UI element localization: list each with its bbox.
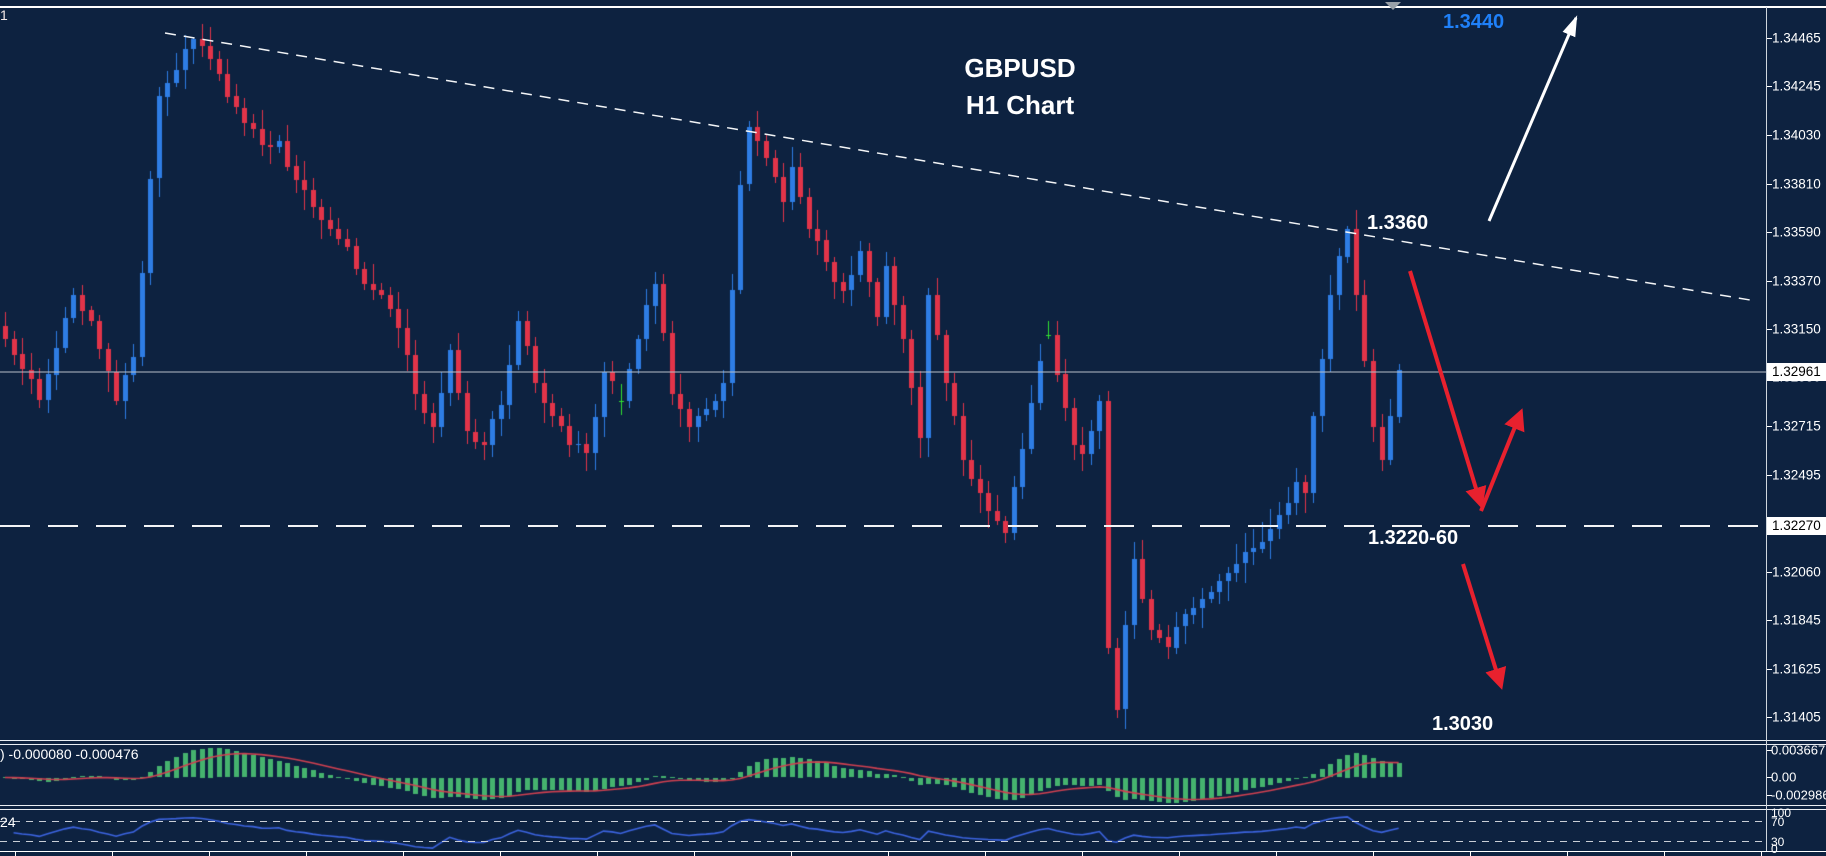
time-axis-tick <box>306 852 307 856</box>
macd-axis-tick <box>1766 777 1772 778</box>
price-axis-label: 1.34465 <box>1772 30 1821 46</box>
price-axis-label: 1.34030 <box>1772 127 1821 143</box>
price-axis-tick <box>1766 329 1772 330</box>
price-axis-tick <box>1766 426 1772 427</box>
time-axis-tick <box>1373 852 1374 856</box>
symbol-text-fragment: 1 <box>0 7 8 23</box>
price-axis-tick <box>1766 232 1772 233</box>
price-axis-label: 1.32060 <box>1772 564 1821 580</box>
price-axis-label: 1.33810 <box>1772 176 1821 192</box>
price-axis-tick <box>1766 620 1772 621</box>
time-axis-tick <box>1276 852 1277 856</box>
price-axis-tick <box>1766 184 1772 185</box>
macd-axis-tick <box>1766 795 1772 796</box>
price-axis-tick <box>1766 572 1772 573</box>
support-zone-label[interactable]: 1.3220-60 <box>1368 527 1459 549</box>
resistance-price-label[interactable]: 1.3360 <box>1367 212 1429 234</box>
price-axis-label: 1.34245 <box>1772 78 1821 94</box>
descending-trendline[interactable] <box>164 32 1751 301</box>
price-axis-tick <box>1766 86 1772 87</box>
bearish-arrow-to-support[interactable] <box>1408 270 1487 509</box>
time-axis-tick <box>985 852 986 856</box>
lower-target-label[interactable]: 1.3030 <box>1432 713 1494 735</box>
rsi-axis-label: 70 <box>1771 815 1785 829</box>
time-axis-tick <box>500 852 501 856</box>
time-axis-tick <box>1664 852 1665 856</box>
time-axis-tick <box>112 852 113 856</box>
pane-separator[interactable] <box>0 740 1826 741</box>
time-axis-line[interactable] <box>0 851 1826 852</box>
time-axis-tick <box>791 852 792 856</box>
bullish-breakout-arrow[interactable] <box>1487 15 1578 222</box>
chart-title-symbol: GBPUSD <box>964 53 1076 83</box>
time-axis-tick <box>1761 852 1762 856</box>
time-axis-tick <box>888 852 889 856</box>
time-axis-tick <box>1470 852 1471 856</box>
price-axis-label: 1.32715 <box>1772 418 1821 434</box>
rsi-axis-label: 30 <box>1771 835 1785 849</box>
support-level-axis-label: 1.32270 <box>1767 517 1826 535</box>
rsi-axis-label: 100 <box>1771 806 1792 820</box>
pane-separator[interactable] <box>0 805 1826 806</box>
rsi-indicator-value-fragment: 24 <box>0 814 16 830</box>
macd-axis-label: 0.00 <box>1771 769 1797 785</box>
price-axis-label: 1.31845 <box>1772 612 1821 628</box>
macd-axis-tick <box>1766 750 1772 751</box>
bounce-arrow[interactable] <box>1479 408 1525 512</box>
macd-axis-label: 0.003667 <box>1771 742 1826 758</box>
price-axis-line <box>1766 7 1767 852</box>
time-axis-tick <box>1082 852 1083 856</box>
price-axis-tick <box>1766 717 1772 718</box>
price-axis-label: 1.33590 <box>1772 224 1821 240</box>
time-axis-tick <box>1567 852 1568 856</box>
time-axis-tick <box>1179 852 1180 856</box>
chart-top-border <box>0 6 1826 8</box>
time-axis-tick <box>15 852 16 856</box>
pane-separator[interactable] <box>0 744 1826 745</box>
price-axis-tick <box>1766 38 1772 39</box>
time-axis-tick <box>403 852 404 856</box>
chart-title: GBPUSD H1 Chart <box>898 50 1142 124</box>
current-price-axis-label: 1.32961 <box>1767 363 1826 381</box>
price-axis-tick <box>1766 475 1772 476</box>
price-axis-tick <box>1766 135 1772 136</box>
price-axis-label: 1.33370 <box>1772 273 1821 289</box>
pane-separator[interactable] <box>0 809 1826 810</box>
macd-indicator-values: ) -0.000080 -0.000476 <box>0 746 139 762</box>
price-axis-label: 1.31405 <box>1772 709 1821 725</box>
macd-axis-label: -0.002986 <box>1771 787 1826 803</box>
price-axis-label: 1.33150 <box>1772 321 1821 337</box>
time-axis-tick <box>694 852 695 856</box>
price-axis-label: 1.32495 <box>1772 467 1821 483</box>
price-axis-tick <box>1766 281 1772 282</box>
price-axis-tick <box>1766 669 1772 670</box>
rsi-axis-label: 0 <box>1771 842 1778 856</box>
upper-target-label[interactable]: 1.3440 <box>1443 11 1505 33</box>
time-axis-tick <box>597 852 598 856</box>
bearish-arrow-to-target[interactable] <box>1461 563 1507 690</box>
chart-title-timeframe: H1 Chart <box>965 90 1075 120</box>
chart-shift-marker-icon[interactable] <box>1385 2 1401 10</box>
time-axis-tick <box>209 852 210 856</box>
price-axis-label: 1.31625 <box>1772 661 1821 677</box>
